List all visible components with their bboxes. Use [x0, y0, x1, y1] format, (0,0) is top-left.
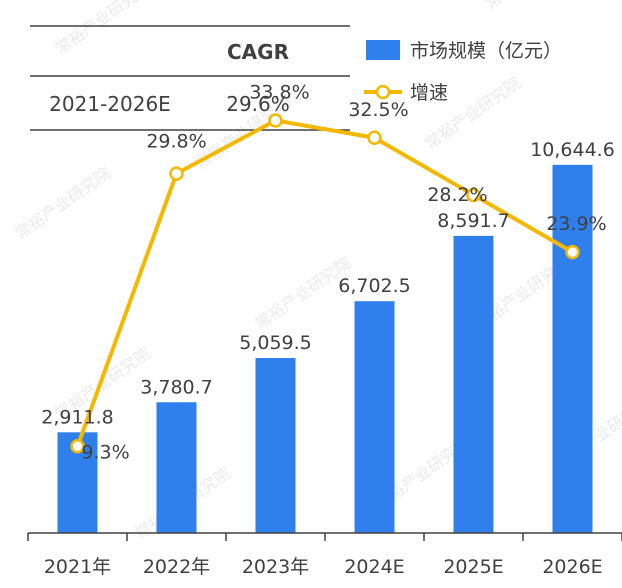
- growth-point-5: [565, 244, 580, 260]
- bar-4: [453, 235, 494, 534]
- cagr-table: CAGR 2021-2026E 29.6%: [30, 25, 350, 131]
- growth-value-label-4: 28.2%: [427, 184, 487, 206]
- x-tick-label-2: 2023年: [242, 556, 309, 578]
- bar-value-label-0: 2,911.8: [41, 406, 114, 428]
- growth-value-label-5: 23.9%: [546, 213, 606, 235]
- growth-value-label-1: 29.8%: [146, 131, 206, 153]
- bar-series: [57, 164, 593, 534]
- line-value-labels: 9.3% 29.8% 33.8% 32.5% 28.2% 23.9%: [81, 81, 606, 463]
- legend-line-marker: [375, 84, 391, 100]
- cagr-table-period: 2021-2026E: [49, 92, 171, 116]
- bar-value-labels: 2,911.8 3,780.7 5,059.5 6,702.5 8,591.7 10,64…: [41, 139, 615, 428]
- bar-1: [156, 402, 197, 533]
- x-axis: 2021年 2022年 2023年 2024E 2025E 2026E: [27, 532, 622, 578]
- cagr-table-value: 29.6%: [226, 92, 290, 116]
- cagr-table-header: CAGR: [227, 40, 289, 64]
- bar-5: [552, 164, 593, 533]
- watermark-text: 常裕产业研究院: [481, 0, 584, 13]
- bar-value-label-4: 8,591.7: [437, 210, 510, 232]
- legend: 市场规模（亿元） 增速: [364, 40, 562, 104]
- bar-value-label-2: 5,059.5: [239, 332, 312, 354]
- x-tick-label-3: 2024E: [344, 556, 404, 578]
- x-tick-label-1: 2022年: [143, 556, 210, 578]
- legend-bar-label: 市场规模（亿元）: [410, 40, 562, 62]
- growth-value-label-2: 33.8%: [249, 81, 309, 103]
- bar-3: [354, 301, 395, 533]
- line-series: [70, 113, 580, 454]
- growth-point-0: [70, 439, 85, 454]
- watermark-text: 常裕产业研究院: [51, 0, 154, 58]
- growth-line: [75, 118, 574, 447]
- x-tick-label-0: 2021年: [44, 556, 111, 578]
- growth-point-1: [169, 166, 184, 181]
- bar-value-label-3: 6,702.5: [338, 275, 411, 297]
- growth-point-4: [466, 187, 481, 203]
- growth-value-label-3: 32.5%: [348, 99, 408, 121]
- legend-bar-swatch: [366, 40, 400, 60]
- growth-value-label-0: 9.3%: [81, 441, 129, 463]
- legend-line-label: 增速: [410, 82, 448, 104]
- bar-2: [255, 358, 296, 533]
- bar-value-label-5: 10,644.6: [530, 139, 615, 161]
- x-tick-label-5: 2026E: [542, 556, 602, 578]
- x-tick-label-4: 2025E: [443, 556, 503, 578]
- watermark-text: 常裕产业研究院: [11, 163, 114, 243]
- growth-point-3: [367, 130, 382, 145]
- bar-value-label-1: 3,780.7: [140, 376, 213, 398]
- growth-point-2: [268, 113, 283, 128]
